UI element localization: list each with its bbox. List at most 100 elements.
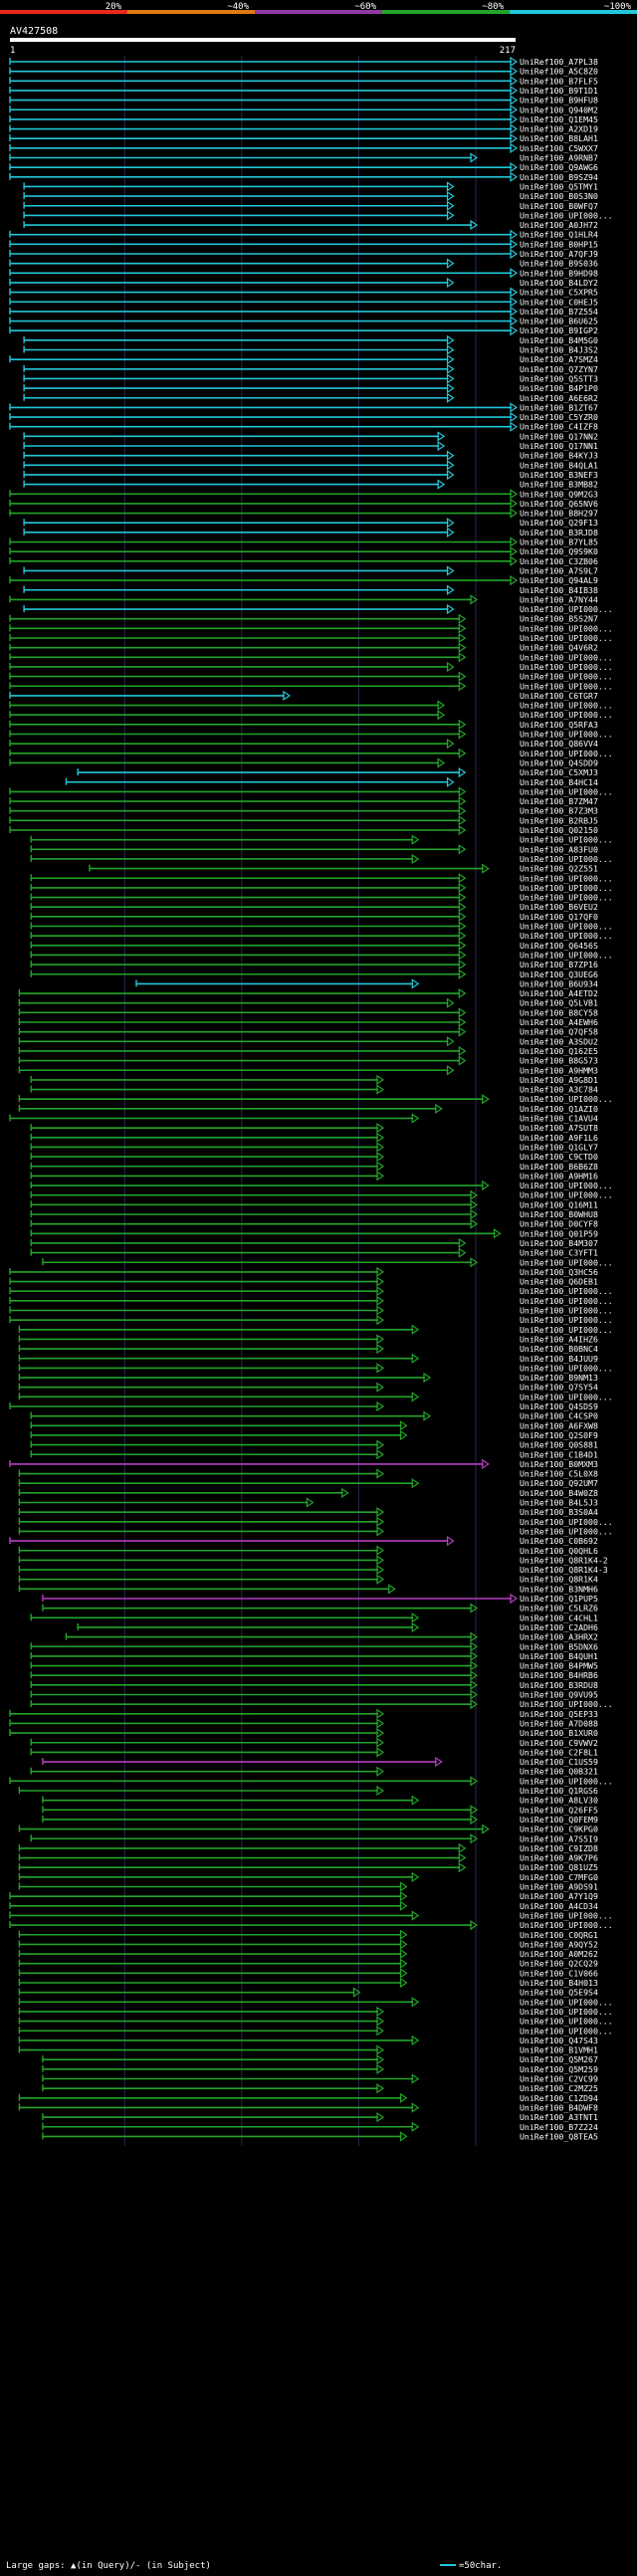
hit-row: UniRef100_A7Y1Q9 [9, 1891, 598, 1902]
hit-row: UniRef100_UPI000... [9, 1919, 613, 1931]
hit-row: UniRef100_UPI000... [18, 1997, 613, 2008]
hit-arrow [470, 1670, 479, 1681]
legend-label: ~60% [354, 2, 376, 12]
hit-label: UniRef100_Q5M259 [520, 2064, 598, 2074]
hit-row: UniRef100_A9DS91 [18, 1881, 598, 1892]
hit-arrow [482, 1094, 490, 1105]
hit-row: UniRef100_C1ZD94 [18, 2092, 598, 2103]
hit-row: UniRef100_B4H013 [18, 1977, 598, 1989]
hit-arrow [411, 1997, 420, 2008]
hit-arrow [388, 1584, 396, 1595]
hit-row: UniRef100_A9G8D1 [30, 1074, 598, 1086]
hit-row: UniRef100_UPI000... [18, 1363, 613, 1374]
hit-row: UniRef100_B4M5G0 [23, 334, 598, 345]
hit-label: UniRef100_UPI000... [520, 931, 613, 941]
hit-row: UniRef100_Q1AZI0 [18, 1103, 598, 1114]
hit-arrow [399, 1900, 408, 1911]
hit-arrow [399, 1881, 408, 1892]
hit-arrow [376, 1343, 385, 1355]
hit-row: UniRef100_C5XPR5 [9, 287, 598, 298]
hit-arrow [446, 739, 455, 750]
hit-label: UniRef100_UPI000... [520, 922, 613, 932]
hit-row: UniRef100_UPI000... [9, 729, 613, 740]
hit-row: UniRef100_UPI000... [18, 2006, 613, 2018]
hit-label: UniRef100_UPI000... [520, 1517, 613, 1527]
hit-arrow [446, 190, 455, 202]
hit-row: UniRef100_B3RDU8 [30, 1679, 598, 1690]
hit-row: UniRef100_B6VEU2 [30, 902, 598, 913]
hit-arrow [470, 1776, 479, 1787]
hit-arrow [376, 1708, 385, 1719]
hit-arrow [352, 1987, 361, 1998]
hit-arrow [437, 757, 446, 768]
hit-label: UniRef100_Q16M11 [520, 1199, 598, 1209]
hit-arrow [458, 940, 467, 951]
hit-arrow [376, 1507, 385, 1518]
hit-arrow [458, 921, 467, 932]
hit-row: UniRef100_B3RJD8 [23, 527, 598, 537]
hit-label: UniRef100_UPI000... [520, 633, 613, 643]
hit-arrow [510, 489, 519, 500]
hit-label: UniRef100_Q8TEA5 [520, 2131, 598, 2141]
hit-label: UniRef100_Q2Z551 [520, 864, 598, 874]
hit-arrow [446, 518, 455, 529]
hit-arrow [458, 1016, 467, 1028]
hit-arrow [446, 382, 455, 394]
hit-arrow [411, 2035, 420, 2046]
hit-arrow [411, 1353, 420, 1364]
hit-label: UniRef100_B4PMW5 [520, 1661, 598, 1671]
hit-row: UniRef100_B9SZ94 [9, 171, 598, 182]
hit-arrow [458, 1007, 467, 1018]
hit-label: UniRef100_UPI000... [520, 893, 613, 903]
hit-arrow [510, 411, 519, 423]
hit-row: UniRef100_Q8R1K4 [18, 1574, 598, 1585]
hit-label: UniRef100_A3C784 [520, 1085, 598, 1095]
hit-label: UniRef100_B9T1D1 [520, 86, 598, 96]
hit-row: UniRef100_B1XUR0 [9, 1727, 598, 1739]
hit-arrow [470, 1833, 479, 1844]
hit-arrow [376, 1766, 385, 1777]
identity-legend: 20% ~40% ~60% ~80% ~100% [0, 2, 637, 14]
hit-row: UniRef100_B7ZM47 [9, 795, 598, 807]
hit-arrow [437, 431, 446, 442]
hit-arrow [510, 546, 519, 557]
hit-arrow [411, 1612, 420, 1623]
hit-row: UniRef100_C9VWV2 [30, 1737, 598, 1748]
footer: Large gaps: ▲(in Query)/- (in Subject) =… [6, 2561, 502, 2571]
hit-row: UniRef100_Q6456S [30, 940, 598, 951]
hit-arrow [510, 297, 519, 308]
hit-arrow [376, 1295, 385, 1306]
hit-row: UniRef100_UPI000... [30, 834, 613, 845]
hit-arrow [470, 152, 479, 163]
hit-label: UniRef100_Q0B321 [520, 1767, 598, 1777]
hit-row: UniRef100_C5L0X8 [18, 1468, 598, 1479]
hit-arrow [376, 1468, 385, 1479]
hit-row: UniRef100_UPI000... [9, 681, 613, 692]
hit-label: UniRef100_UPI000... [520, 1776, 613, 1786]
scale-bar-label: =50char. [459, 2561, 502, 2571]
hit-row: UniRef100_UPI000... [18, 2016, 613, 2027]
hit-row: UniRef100_A9F1L6 [30, 1132, 598, 1143]
hit-label: UniRef100_Q92UM7 [520, 1478, 598, 1488]
hit-arrow [411, 1910, 420, 1921]
hit-row: UniRef100_A3C784 [30, 1084, 598, 1095]
hit-arrow [510, 66, 519, 77]
hit-row: UniRef100_B9IGP2 [9, 325, 598, 336]
hit-row: UniRef100_C6TGR7 [9, 690, 598, 702]
hit-row: UniRef100_Q5RFA3 [9, 719, 598, 730]
hit-row: UniRef100_Q92UM7 [18, 1478, 598, 1489]
hit-arrow [376, 1151, 385, 1163]
hit-label: UniRef100_UPI000... [520, 1094, 613, 1104]
hit-label: UniRef100_A2XD19 [520, 124, 598, 134]
hit-row: UniRef100_Q1HLR4 [9, 229, 598, 240]
hit-arrow [376, 1400, 385, 1412]
hit-row: UniRef100_UPI000... [18, 1324, 613, 1335]
hit-label: UniRef100_C1V066 [520, 1968, 598, 1978]
hit-label: UniRef100_A9K7P6 [520, 1853, 598, 1863]
hit-row: UniRef100_A3TNT1 [42, 2111, 598, 2123]
hit-label: UniRef100_UPI000... [520, 1699, 613, 1709]
hit-label: UniRef100_UPI000... [520, 710, 613, 720]
hit-arrow [446, 460, 455, 471]
hit-row: UniRef100_UPI000... [18, 1526, 613, 1537]
